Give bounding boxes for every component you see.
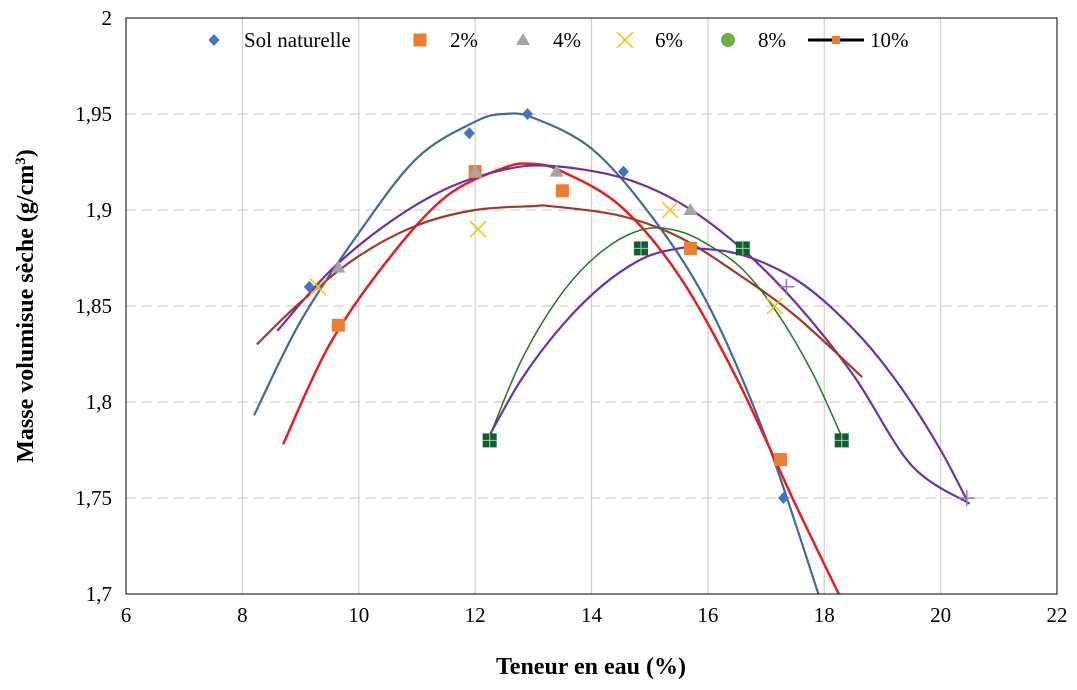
data-point <box>661 201 679 219</box>
x-tick-label: 20 <box>930 603 951 627</box>
data-point <box>331 318 345 332</box>
legend-marker <box>721 33 735 47</box>
y-tick-label: 1,8 <box>86 390 112 414</box>
x-tick-label: 10 <box>348 603 369 627</box>
fit-curve <box>488 226 843 437</box>
data-point-cross <box>482 433 497 448</box>
y-tick-label: 1,85 <box>75 294 112 318</box>
y-axis-title-sup: 3 <box>13 157 29 165</box>
y-axis-title: Masse volumisue sèche (g/cm3) <box>13 149 39 462</box>
legend-marker <box>208 34 220 46</box>
data-point <box>766 297 784 315</box>
fit-curve <box>256 204 863 378</box>
data-points <box>303 108 975 506</box>
legend-label: Sol naturelle <box>244 28 351 52</box>
x-tick-label: 14 <box>581 603 603 627</box>
data-point <box>331 260 346 273</box>
y-tick-label: 1,75 <box>75 486 112 510</box>
x-axis-ticks: 6 8 10 12 14 16 18 20 22 <box>121 603 1068 627</box>
plot-area-border <box>125 17 1058 595</box>
x-tick-label: 16 <box>697 603 718 627</box>
fit-curve <box>276 164 971 505</box>
data-point <box>618 165 630 178</box>
x-tick-label: 22 <box>1047 603 1068 627</box>
legend-marker <box>616 31 634 49</box>
legend-label: 8% <box>758 28 786 52</box>
y-tick-label: 1,7 <box>86 582 112 606</box>
legend-label: 6% <box>655 28 683 52</box>
data-point <box>469 220 487 238</box>
y-axis-title-tail: ) <box>13 149 39 157</box>
data-point <box>549 164 564 177</box>
x-tick-label: 18 <box>814 603 835 627</box>
data-point <box>958 490 975 506</box>
legend-marker-square <box>832 36 840 44</box>
fit-curve <box>485 246 968 501</box>
fit-curve <box>253 112 820 595</box>
data-point <box>303 280 315 293</box>
data-point <box>555 184 569 198</box>
data-point-cross <box>735 241 750 256</box>
data-point <box>468 164 483 177</box>
data-point <box>309 278 327 296</box>
data-point <box>521 108 533 120</box>
fit-curve <box>281 162 840 595</box>
x-tick-label: 12 <box>465 603 486 627</box>
y-axis-ticks: 1,7 1,75 1,8 1,85 1,9 1,95 2 <box>75 6 112 606</box>
legend-label: 4% <box>553 28 581 52</box>
legend-marker <box>516 33 530 45</box>
data-point <box>778 492 790 504</box>
legend: Sol naturelle 2% 4% 6% 8% 10% <box>208 28 909 52</box>
y-tick-label: 1,95 <box>75 102 112 126</box>
legend-marker <box>413 33 427 47</box>
legend-label: 2% <box>450 28 478 52</box>
legend-label: 10% <box>870 28 909 52</box>
data-point-cross <box>633 241 648 256</box>
data-point <box>778 278 795 295</box>
y-tick-label: 2 <box>102 6 113 30</box>
x-tick-label: 6 <box>121 603 132 627</box>
data-point <box>683 241 697 255</box>
data-point <box>683 203 698 215</box>
data-point-cross <box>834 433 849 448</box>
y-tick-label: 1,9 <box>86 198 112 222</box>
x-axis-title: Teneur en eau (%) <box>496 654 686 680</box>
fit-curves <box>253 112 971 595</box>
data-point <box>774 453 788 467</box>
x-tick-label: 8 <box>237 603 248 627</box>
data-point <box>463 127 475 140</box>
y-axis-title-main: Masse volumisue sèche (g/cm <box>13 165 39 463</box>
